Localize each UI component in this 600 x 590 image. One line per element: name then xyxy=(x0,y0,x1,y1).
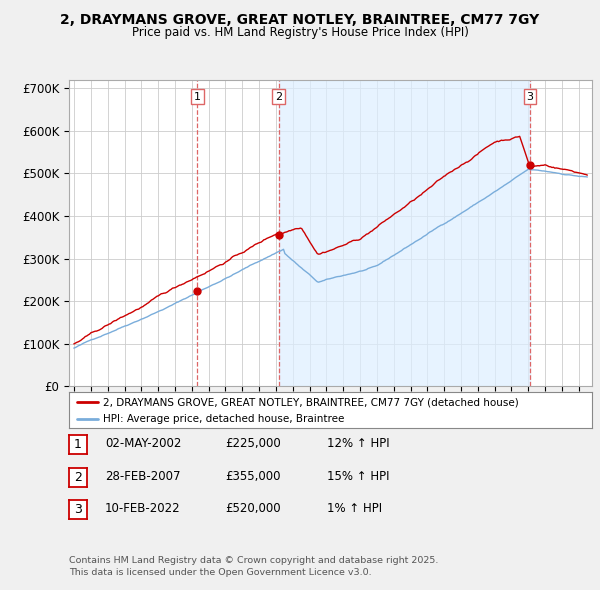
Text: 2, DRAYMANS GROVE, GREAT NOTLEY, BRAINTREE, CM77 7GY: 2, DRAYMANS GROVE, GREAT NOTLEY, BRAINTR… xyxy=(61,13,539,27)
Text: 3: 3 xyxy=(74,503,82,516)
Text: 2, DRAYMANS GROVE, GREAT NOTLEY, BRAINTREE, CM77 7GY (detached house): 2, DRAYMANS GROVE, GREAT NOTLEY, BRAINTR… xyxy=(103,397,519,407)
Text: This data is licensed under the Open Government Licence v3.0.: This data is licensed under the Open Gov… xyxy=(69,568,371,577)
Text: 3: 3 xyxy=(527,91,533,101)
Text: 1% ↑ HPI: 1% ↑ HPI xyxy=(327,502,382,515)
Text: HPI: Average price, detached house, Braintree: HPI: Average price, detached house, Brai… xyxy=(103,414,344,424)
Text: Contains HM Land Registry data © Crown copyright and database right 2025.: Contains HM Land Registry data © Crown c… xyxy=(69,556,439,565)
Text: 15% ↑ HPI: 15% ↑ HPI xyxy=(327,470,389,483)
Text: £355,000: £355,000 xyxy=(225,470,281,483)
Text: 1: 1 xyxy=(74,438,82,451)
Text: 12% ↑ HPI: 12% ↑ HPI xyxy=(327,437,389,450)
Bar xyxy=(278,80,530,386)
Text: Price paid vs. HM Land Registry's House Price Index (HPI): Price paid vs. HM Land Registry's House … xyxy=(131,26,469,39)
Text: 28-FEB-2007: 28-FEB-2007 xyxy=(105,470,181,483)
Text: 2: 2 xyxy=(74,471,82,484)
Text: £520,000: £520,000 xyxy=(225,502,281,515)
Text: 1: 1 xyxy=(194,91,201,101)
Text: £225,000: £225,000 xyxy=(225,437,281,450)
Text: 10-FEB-2022: 10-FEB-2022 xyxy=(105,502,181,515)
Text: 2: 2 xyxy=(275,91,282,101)
Text: 02-MAY-2002: 02-MAY-2002 xyxy=(105,437,181,450)
